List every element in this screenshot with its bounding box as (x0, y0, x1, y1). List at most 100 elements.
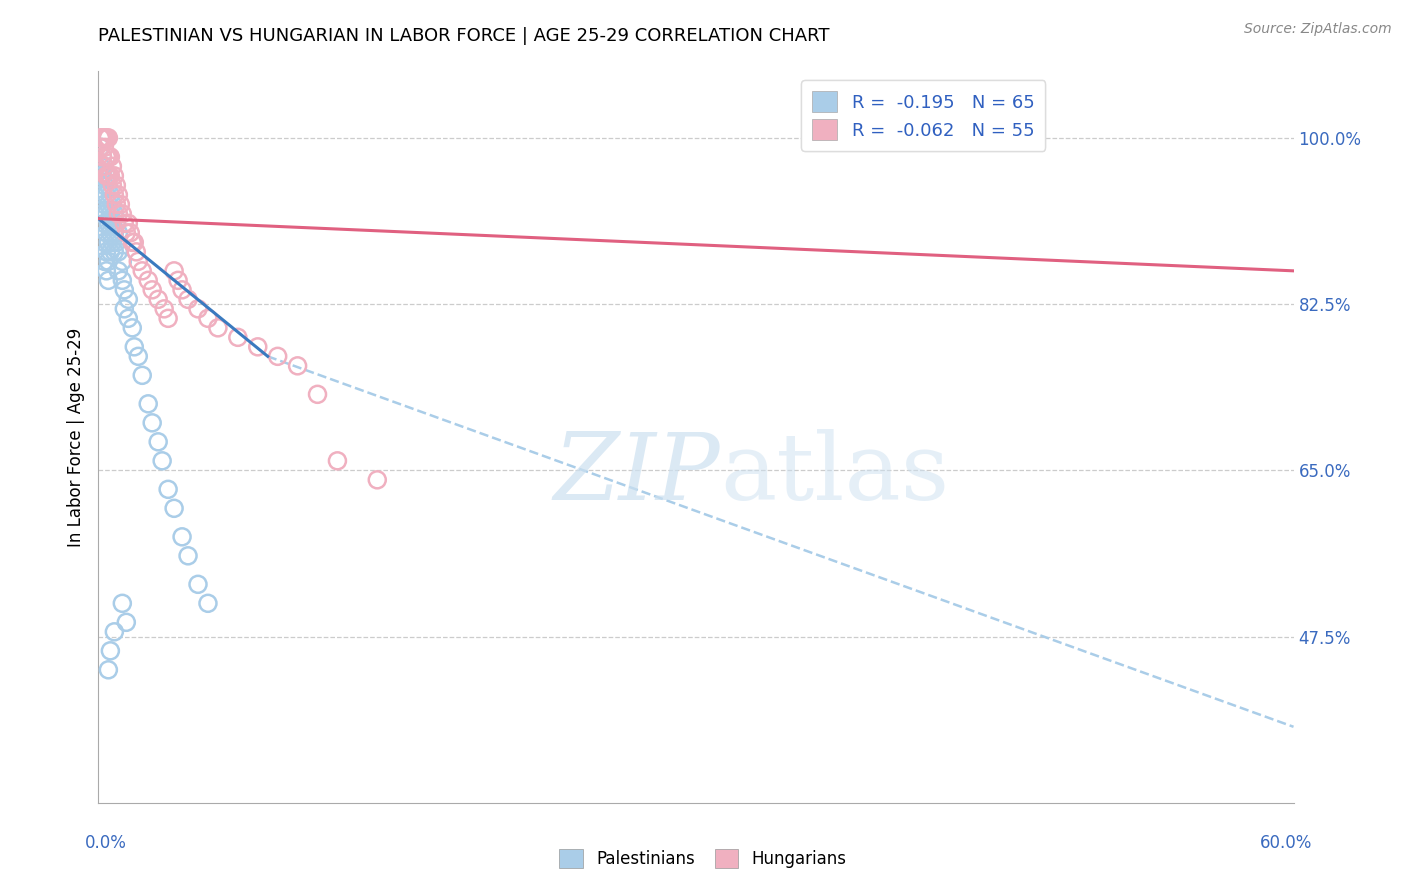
Point (125, 244, 148, 259)
Point (131, 368, 153, 383)
Point (167, 273, 190, 287)
Point (115, 615, 138, 630)
Point (96, 150, 118, 164)
Point (107, 187, 129, 202)
Point (96, 187, 118, 202)
Point (93, 216, 115, 230)
Point (103, 169, 125, 183)
Point (136, 397, 159, 411)
Point (124, 235, 146, 250)
Point (107, 244, 129, 259)
Point (101, 178, 124, 193)
Point (97, 178, 120, 193)
Point (207, 321, 229, 335)
Point (111, 596, 134, 610)
Point (96, 264, 118, 278)
Point (89, 159, 111, 173)
Point (97, 197, 120, 211)
Point (103, 187, 125, 202)
Point (177, 293, 200, 307)
Point (307, 387, 329, 401)
Point (97, 131, 120, 145)
Point (91, 207, 114, 221)
Point (110, 197, 132, 211)
Text: Source: ZipAtlas.com: Source: ZipAtlas.com (1244, 22, 1392, 37)
Point (91, 169, 114, 183)
Point (111, 207, 134, 221)
Point (153, 301, 176, 316)
Point (89, 169, 111, 183)
Point (107, 226, 129, 240)
Point (96, 169, 118, 183)
Point (187, 301, 209, 316)
Point (93, 159, 115, 173)
Point (100, 644, 122, 658)
Point (97, 169, 120, 183)
Point (131, 264, 153, 278)
Point (177, 549, 200, 563)
Point (100, 207, 122, 221)
Point (172, 530, 194, 544)
Point (96, 226, 118, 240)
Point (105, 235, 128, 250)
Point (96, 207, 118, 221)
Point (100, 244, 122, 259)
Point (117, 293, 139, 307)
Point (117, 311, 139, 326)
Legend: Palestinians, Hungarians: Palestinians, Hungarians (553, 842, 853, 875)
Point (101, 197, 124, 211)
Point (93, 178, 115, 193)
Point (100, 169, 122, 183)
Point (97, 150, 120, 164)
Point (163, 501, 186, 516)
Point (197, 596, 219, 610)
Point (226, 330, 249, 344)
Point (112, 216, 135, 230)
Point (163, 264, 186, 278)
Point (103, 624, 125, 639)
Point (121, 321, 143, 335)
Point (96, 131, 118, 145)
Point (112, 283, 135, 297)
Point (148, 434, 170, 449)
Point (120, 226, 142, 240)
Text: 60.0%: 60.0% (1260, 834, 1313, 852)
Point (93, 235, 115, 250)
Point (127, 349, 149, 363)
Y-axis label: In Labor Force | Age 25-29: In Labor Force | Age 25-29 (66, 327, 84, 547)
Point (93, 159, 115, 173)
Point (93, 197, 115, 211)
Point (366, 473, 388, 487)
Legend: R =  -0.195   N = 65, R =  -0.062   N = 55: R = -0.195 N = 65, R = -0.062 N = 55 (801, 80, 1046, 151)
Point (121, 235, 143, 250)
Point (93, 254, 115, 268)
Point (115, 226, 138, 240)
Point (100, 150, 122, 164)
Point (89, 131, 111, 145)
Point (107, 207, 129, 221)
Text: PALESTINIAN VS HUNGARIAN IN LABOR FORCE | AGE 25-29 CORRELATION CHART: PALESTINIAN VS HUNGARIAN IN LABOR FORCE … (98, 27, 830, 45)
Point (100, 187, 122, 202)
Point (103, 226, 125, 240)
Point (101, 235, 124, 250)
Point (89, 140, 111, 154)
Point (157, 483, 180, 497)
Point (91, 150, 114, 164)
Point (97, 273, 120, 287)
Point (187, 577, 209, 591)
Point (111, 273, 134, 287)
Point (93, 140, 115, 154)
Point (172, 283, 194, 297)
Point (117, 216, 139, 230)
Point (97, 235, 120, 250)
Point (127, 254, 149, 268)
Point (100, 226, 122, 240)
Point (97, 254, 120, 268)
Point (103, 207, 125, 221)
Point (197, 311, 219, 326)
Point (267, 349, 290, 363)
Point (89, 140, 111, 154)
Point (124, 340, 146, 354)
Point (91, 150, 114, 164)
Point (105, 216, 128, 230)
